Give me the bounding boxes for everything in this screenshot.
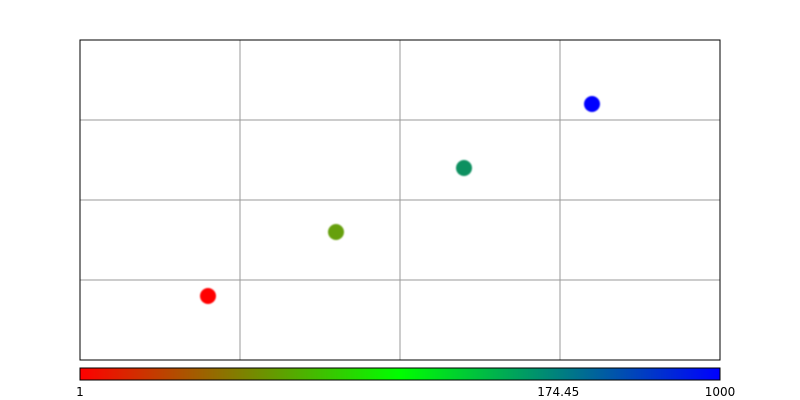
scatter-point xyxy=(328,224,344,240)
colorbar-tick-label: 1 xyxy=(76,385,84,399)
plot-frame xyxy=(79,39,721,361)
data-points xyxy=(200,96,600,304)
scatter-point xyxy=(456,160,472,176)
scatter-point xyxy=(200,288,216,304)
colorbar xyxy=(79,367,721,381)
scatter-point xyxy=(584,96,600,112)
colorbar-tick-label: 1000 xyxy=(705,385,736,399)
grid-lines xyxy=(80,40,720,360)
colorbar-ticks: 1 174.45 1000 xyxy=(76,385,735,399)
colorbar-gradient xyxy=(79,367,721,381)
colorbar-tick-label: 174.45 xyxy=(537,385,579,399)
